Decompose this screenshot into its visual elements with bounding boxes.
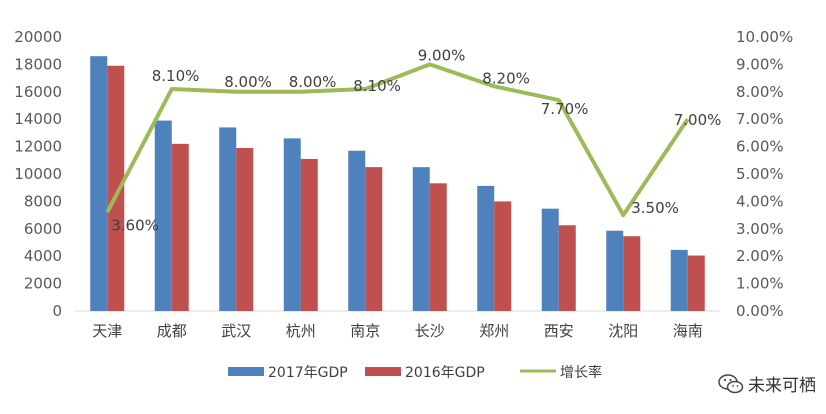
bar-2016-9: [687, 255, 705, 311]
growth-data-label: 8.00%: [224, 73, 272, 91]
bar-2017-5: [412, 167, 430, 311]
growth-data-label: 8.10%: [353, 77, 401, 95]
category-label: 西安: [544, 322, 574, 340]
bar-2016-0: [107, 65, 125, 312]
growth-data-label: 8.00%: [289, 73, 337, 91]
growth-line-group: [105, 62, 690, 218]
category-label: 长沙: [415, 322, 445, 340]
y2-tick-label: 6.00%: [736, 138, 784, 156]
growth-data-label: 7.00%: [674, 111, 722, 129]
bar-2016-5: [429, 183, 447, 311]
y-tick-label: 20000: [14, 28, 62, 46]
category-label: 沈阳: [608, 322, 638, 340]
growth-data-label: 8.20%: [482, 69, 530, 87]
y2-tick-label: 4.00%: [736, 192, 784, 210]
bar-2016-3: [300, 158, 318, 311]
y2-tick-label: 2.00%: [736, 247, 784, 265]
bar-2017-2: [219, 127, 237, 311]
legend-swatch: [365, 367, 401, 376]
bar-2017-8: [606, 230, 624, 311]
y2-tick-label: 10.00%: [736, 28, 793, 46]
growth-data-label: 8.10%: [152, 67, 200, 85]
bars-group: [90, 56, 705, 312]
legend-swatch: [228, 367, 264, 376]
y-tick-label: 8000: [24, 192, 62, 210]
y2-tick-label: 5.00%: [736, 165, 784, 183]
legend-label: 2017年GDP: [268, 365, 348, 381]
bar-2016-7: [558, 225, 576, 311]
y-tick-label: 12000: [14, 138, 62, 156]
bar-2016-2: [236, 147, 254, 311]
y2-tick-label: 3.00%: [736, 220, 784, 238]
y-tick-label: 16000: [14, 83, 62, 101]
growth-rate-line: [105, 62, 690, 218]
bar-2017-1: [154, 120, 172, 311]
y-tick-label: 0: [52, 302, 62, 320]
bar-2016-6: [494, 201, 512, 311]
bar-2016-4: [365, 167, 383, 311]
y2-tick-label: 9.00%: [736, 55, 784, 73]
category-label: 郑州: [479, 322, 509, 340]
bar-2017-4: [348, 150, 366, 311]
y2-tick-label: 7.00%: [736, 110, 784, 128]
bar-2017-6: [477, 185, 495, 311]
legend: 2017年GDP 2016年GDP 增长率: [228, 364, 602, 381]
right-axis-ticks: 0.00% 1.00% 2.00% 3.00% 4.00% 5.00% 6.00% 7.00%…: [736, 28, 793, 320]
bar-2017-7: [541, 208, 559, 311]
bar-2017-0: [90, 56, 108, 312]
y-tick-label: 2000: [24, 275, 62, 293]
category-label: 海南: [673, 322, 703, 340]
bar-2017-9: [670, 249, 688, 311]
category-label: 南京: [350, 322, 380, 340]
legend-label: 增长率: [560, 364, 602, 381]
category-label: 武汉: [221, 322, 251, 340]
growth-data-label: 7.70%: [541, 100, 589, 118]
bar-2016-1: [171, 143, 189, 311]
category-labels: 天津 成都 武汉 杭州 南京 长沙 郑州 西安 沈阳 海南: [92, 322, 703, 340]
bar-2016-8: [623, 236, 641, 311]
watermark-text: 未来可栖: [748, 376, 816, 396]
y-tick-label: 4000: [24, 247, 62, 265]
watermark: 未来可栖: [718, 371, 816, 396]
y-tick-label: 10000: [14, 165, 62, 183]
bar-2017-3: [283, 138, 301, 311]
growth-data-label: 3.60%: [111, 216, 159, 234]
category-label: 杭州: [286, 322, 316, 340]
y-tick-label: 6000: [24, 220, 62, 238]
growth-data-label: 9.00%: [418, 46, 466, 64]
y2-tick-label: 8.00%: [736, 83, 784, 101]
y2-tick-label: 0.00%: [736, 302, 784, 320]
legend-label: 2016年GDP: [405, 365, 485, 381]
y2-tick-label: 1.00%: [736, 275, 784, 293]
data-labels: 3.60% 8.10% 8.00% 8.00% 8.10% 9.00% 8.20% 7.70%…: [111, 46, 721, 234]
y-tick-label: 14000: [14, 110, 62, 128]
category-label: 天津: [92, 322, 122, 340]
growth-data-label: 3.50%: [631, 199, 679, 217]
category-label: 成都: [157, 322, 187, 340]
y-tick-label: 18000: [14, 55, 62, 73]
left-axis-ticks: 0 2000 4000 6000 8000 10000 12000 14000 16000 180…: [14, 28, 62, 320]
wechat-icon: [718, 373, 744, 393]
